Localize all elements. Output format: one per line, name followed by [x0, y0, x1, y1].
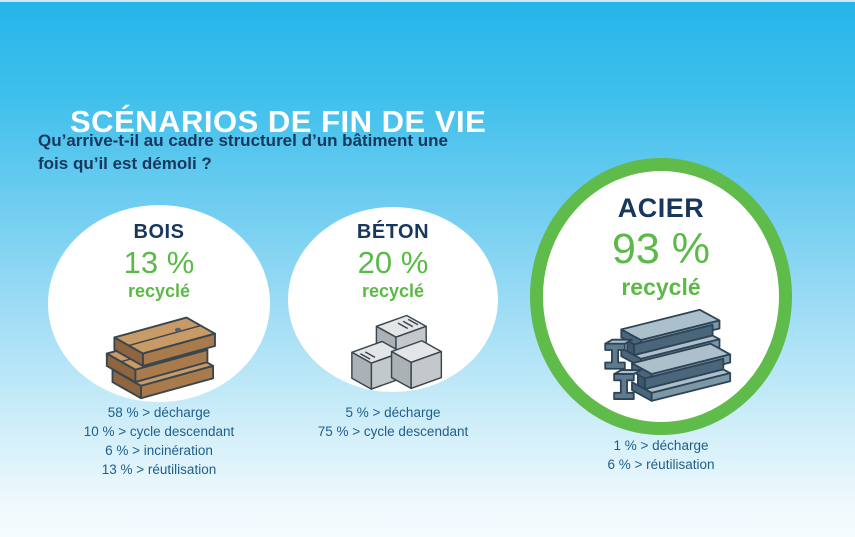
stat-line: 13 % > réutilisation [101, 462, 217, 477]
recycled-label-acier: recyclé [621, 274, 701, 300]
recycled-percent-bois: 13 % [123, 245, 195, 280]
stat-line: 1 % > décharge [613, 438, 709, 453]
recycled-percent-acier: 93 % [611, 225, 710, 273]
stat-line: 6 % > réutilisation [607, 457, 715, 472]
material-circle-acier-highlighted: ACIER 93 % recyclé [530, 158, 792, 435]
concrete-blocks-icon [351, 314, 443, 390]
recycled-percent-beton: 20 % [357, 245, 429, 280]
stat-line: 58 % > décharge [107, 405, 211, 420]
material-name-beton: BÉTON [356, 221, 430, 243]
stat-line: 6 % > incinération [105, 443, 213, 458]
wood-planks-icon [105, 316, 216, 400]
steel-beams-icon [604, 308, 732, 402]
material-circle-bois: BOIS 13 % recyclé [48, 205, 270, 402]
material-name-bois: BOIS [133, 221, 185, 243]
stat-line: 75 % > cycle descendant [317, 424, 469, 439]
stats-bois: 58 % > décharge 10 % > cycle descendant … [40, 403, 278, 479]
recycled-label-bois: recyclé [127, 281, 191, 301]
page-subtitle-line2: fois qu’il est démoli ? [38, 154, 212, 173]
page-subtitle-line1: Qu’arrive-t-il au cadre structurel d’un … [38, 131, 448, 150]
page-subtitle: Qu’arrive-t-il au cadre structurel d’un … [38, 129, 518, 175]
stats-acier: 1 % > décharge 6 % > réutilisation [545, 436, 777, 474]
material-circle-beton: BÉTON 20 % recyclé [288, 207, 498, 392]
stat-line: 5 % > décharge [345, 405, 441, 420]
page-title: SCÉNARIOS DE FIN DE VIE [70, 103, 487, 139]
recycled-label-beton: recyclé [361, 281, 425, 301]
material-name-acier: ACIER [617, 193, 705, 223]
top-edge-divider [0, 0, 855, 2]
stat-line: 10 % > cycle descendant [83, 424, 235, 439]
stats-beton: 5 % > décharge 75 % > cycle descendant [278, 403, 508, 441]
